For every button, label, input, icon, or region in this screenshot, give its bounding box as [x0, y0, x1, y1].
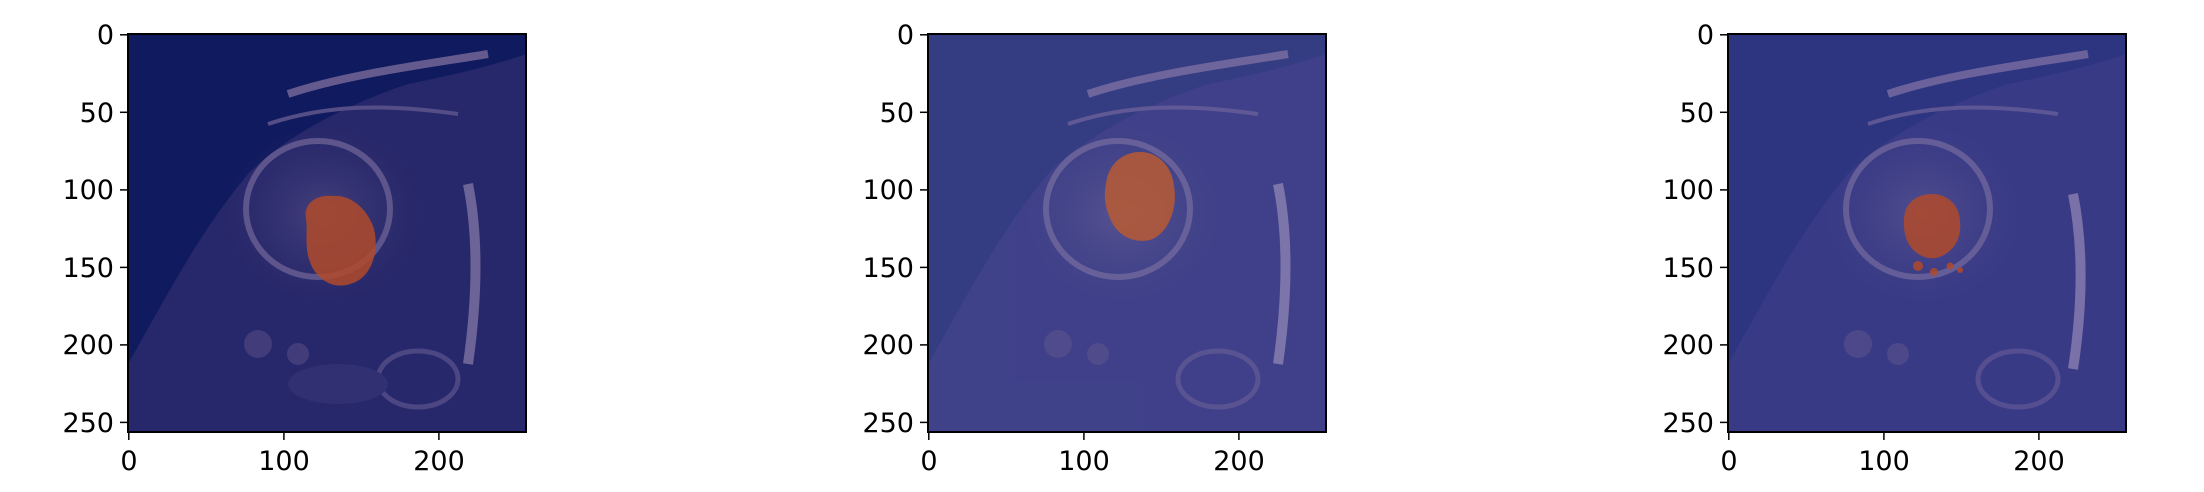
- panel-2-mri-anatomy: [928, 50, 1326, 432]
- panel-3-y-tick: 50: [1680, 98, 1714, 129]
- panel-1-x-tick: 0: [120, 446, 137, 477]
- panel-2-y-tick: 250: [862, 408, 914, 439]
- panel-1-y-tick: 100: [62, 175, 114, 206]
- panel-2-y-tick: 50: [880, 98, 914, 129]
- panel-2-y-axis: 0 50 100 150 200 250: [862, 20, 928, 439]
- panel-1-frame: [127, 33, 527, 433]
- panel-3-frame: [1727, 33, 2127, 433]
- panel-2-frame: [927, 33, 1327, 433]
- panel-3: 0 50 100 150 200 250 0 100 200: [1662, 20, 2127, 477]
- panel-1-x-tick: 200: [413, 446, 465, 477]
- panel-3-x-tick: 0: [1720, 446, 1737, 477]
- panel-2-x-axis: 0 100 200: [920, 432, 1265, 477]
- panel-1-x-axis: 0 100 200: [120, 432, 465, 477]
- panel-1-y-axis: 0 50 100 150 200 250: [62, 20, 128, 439]
- panel-2-y-tick: 100: [862, 175, 914, 206]
- panel-3-y-tick: 150: [1662, 253, 1714, 284]
- panel-2-segmentation-mask: [1104, 152, 1175, 241]
- panel-3-y-axis: 0 50 100 150 200 250: [1662, 20, 1728, 439]
- panel-1-y-tick: 200: [62, 330, 114, 361]
- panel-1-segmentation-mask: [305, 195, 376, 286]
- panel-1-x-tick: 100: [258, 446, 310, 477]
- panel-3-x-axis: 0 100 200: [1720, 432, 2065, 477]
- panel-1-y-tick: 250: [62, 408, 114, 439]
- panel-2: 0 50 100 150 200 250 0 100 200: [862, 20, 1327, 477]
- panel-2-y-tick: 150: [862, 253, 914, 284]
- panel-2-y-tick: 200: [862, 330, 914, 361]
- panel-2-x-tick: 100: [1058, 446, 1110, 477]
- panel-2-y-tick: 0: [897, 20, 914, 51]
- panel-1-y-tick: 50: [80, 98, 114, 129]
- panel-3-y-tick: 200: [1662, 330, 1714, 361]
- panel-1-y-tick: 0: [97, 20, 114, 51]
- panel-3-x-tick: 100: [1858, 446, 1910, 477]
- panel-3-y-tick: 100: [1662, 175, 1714, 206]
- panel-3-y-tick: 250: [1662, 408, 1714, 439]
- panel-3-segmentation-mask: [1904, 194, 1963, 276]
- panel-2-x-tick: 0: [920, 446, 937, 477]
- panel-3-y-tick: 0: [1697, 20, 1714, 51]
- panel-3-x-tick: 200: [2013, 446, 2065, 477]
- panel-1-y-tick: 150: [62, 253, 114, 284]
- panel-1: 0 50 100 150 200 250 0 100 200: [62, 20, 527, 477]
- panel-2-x-tick: 200: [1213, 446, 1265, 477]
